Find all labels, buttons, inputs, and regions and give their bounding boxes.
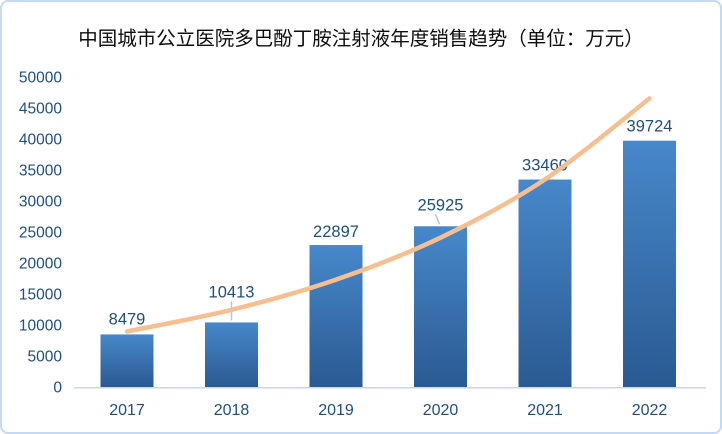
y-axis-tick-label: 25000	[19, 225, 62, 242]
y-axis-tick-label: 20000	[19, 256, 62, 273]
y-axis-tick-label: 10000	[19, 318, 62, 335]
x-axis-label-2017: 2017	[109, 402, 145, 419]
y-axis-tick-label: 5000	[28, 349, 63, 366]
x-axis-label-2019: 2019	[318, 402, 354, 419]
bar-2020	[414, 226, 467, 387]
y-axis-tick-label: 35000	[19, 163, 62, 180]
y-axis-tick-label: 45000	[19, 101, 62, 118]
x-axis-label-2021: 2021	[527, 402, 563, 419]
data-label-2020: 25925	[418, 196, 464, 214]
bar-2017	[100, 334, 154, 387]
bar-2022	[623, 140, 676, 387]
exponential-trendline	[124, 96, 652, 334]
bar-2018	[205, 322, 258, 387]
y-axis-tick-label: 50000	[19, 70, 62, 87]
bar-2021	[518, 179, 572, 387]
y-axis-tick-label: 30000	[19, 194, 62, 211]
y-axis-tick-label: 40000	[19, 132, 62, 149]
x-axis-label-2018: 2018	[214, 402, 250, 419]
chart-title: 中国城市公立医院多巴酚丁胺注射液年度销售趋势（单位：万元）	[78, 28, 644, 50]
data-label-2019: 22897	[313, 223, 359, 241]
data-label-2022: 39724	[627, 118, 673, 136]
x-axis-label-2022: 2022	[632, 402, 668, 419]
data-label-2018: 10413	[209, 283, 255, 301]
y-axis-tick-label: 0	[53, 380, 62, 397]
x-axis-label-2020: 2020	[423, 402, 459, 419]
bar-2019	[309, 245, 363, 387]
y-axis-tick-label: 15000	[19, 287, 62, 304]
data-label-leader-line	[434, 213, 441, 225]
data-label-2017: 8479	[109, 310, 146, 328]
